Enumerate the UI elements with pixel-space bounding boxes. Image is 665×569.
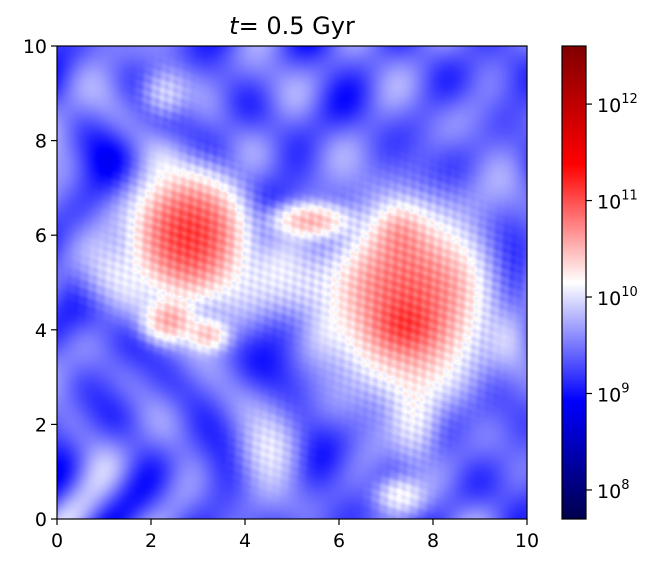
y-tick-label: 8 xyxy=(35,131,47,153)
colorbar xyxy=(562,46,586,519)
heatmap-image xyxy=(57,46,527,519)
colorbar-tick-label: 1012 xyxy=(597,92,638,117)
colorbar-frame xyxy=(561,45,587,520)
colorbar-tick-label: 1010 xyxy=(597,285,638,310)
x-tick-label: 4 xyxy=(239,530,251,552)
x-tick-label: 2 xyxy=(145,530,157,552)
colorbar-tick-label: 108 xyxy=(597,478,629,503)
x-tick-label: 10 xyxy=(515,530,539,552)
y-axis: 0 2 4 6 8 10 xyxy=(23,36,57,531)
y-tick-label: 10 xyxy=(23,36,47,58)
plot-frame xyxy=(56,45,528,520)
x-tick-label: 6 xyxy=(333,530,345,552)
colorbar-ticks: 108 109 1010 1011 1012 xyxy=(586,92,638,503)
y-tick-label: 0 xyxy=(35,509,47,531)
y-tick-label: 6 xyxy=(35,225,47,247)
y-tick-label: 4 xyxy=(35,320,47,342)
x-axis: 0 2 4 6 8 10 xyxy=(51,519,539,552)
colorbar-tick-label: 109 xyxy=(597,381,629,406)
x-tick-label: 0 xyxy=(51,530,63,552)
x-tick-label: 8 xyxy=(427,530,439,552)
y-tick-label: 2 xyxy=(35,414,47,436)
colorbar-tick-label: 1011 xyxy=(597,189,638,214)
chart-title: t= 0.5 Gyr xyxy=(229,12,355,40)
